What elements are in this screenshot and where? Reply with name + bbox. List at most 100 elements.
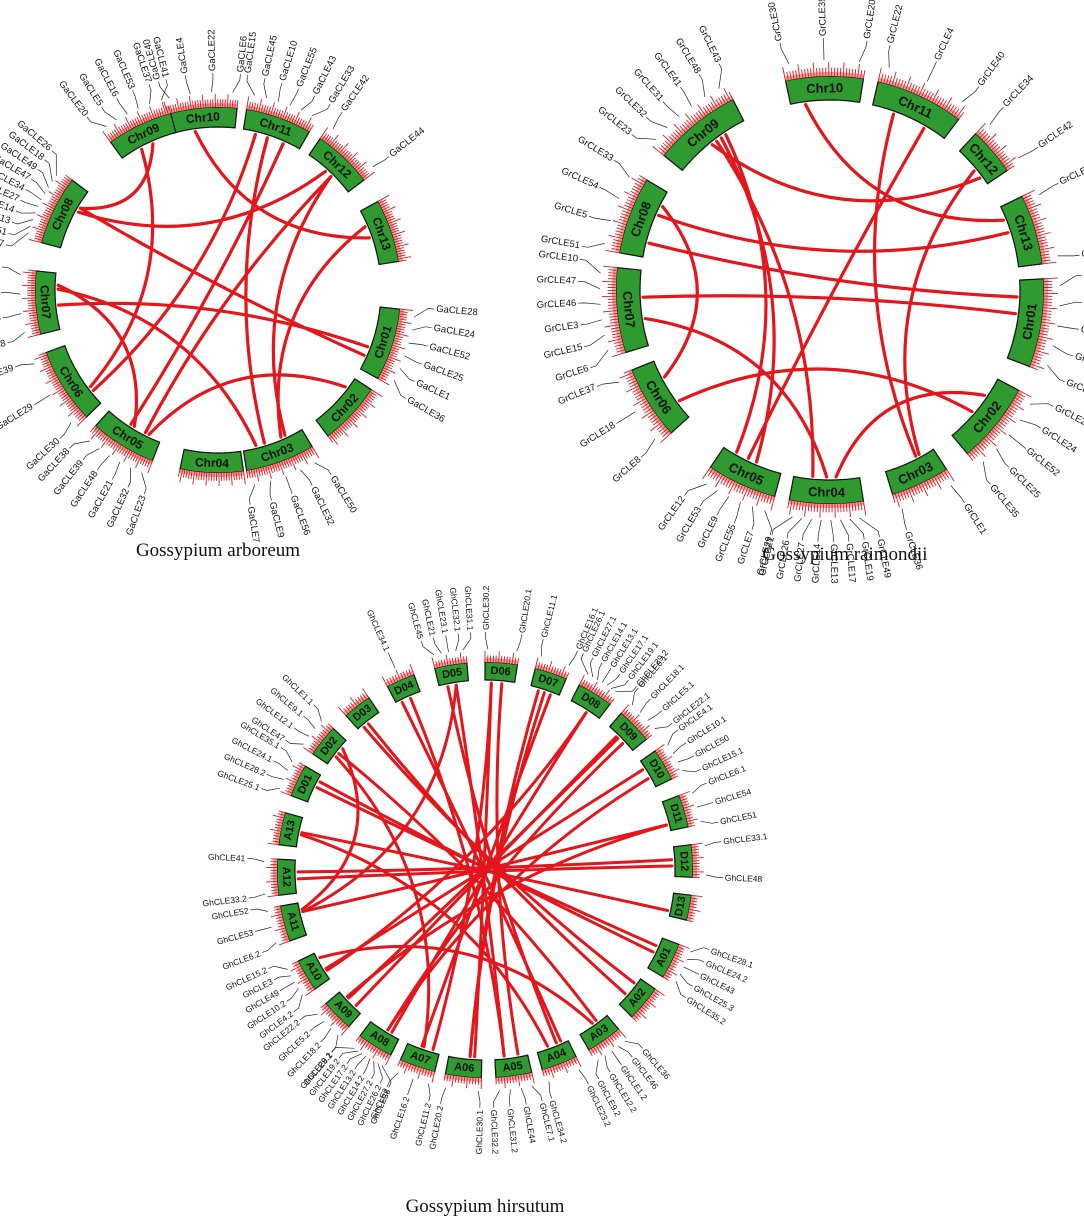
scale-tick (298, 762, 306, 767)
scale-tick (390, 225, 398, 229)
gene-leader (255, 926, 272, 932)
scale-tick (45, 368, 53, 373)
synteny-link (276, 225, 367, 439)
gene-leader (141, 472, 147, 495)
scale-tick (1040, 327, 1049, 330)
scale-tick (389, 677, 393, 684)
gene-leader (132, 90, 139, 109)
scale-tick (801, 502, 804, 511)
gene-leader (1057, 254, 1080, 257)
scale-tick (282, 106, 288, 119)
gene-leader (662, 101, 680, 117)
scale-tick (1041, 318, 1051, 321)
scale-tick (304, 982, 311, 987)
gene-leader (31, 179, 46, 195)
synteny-link (193, 130, 371, 240)
gene-label: GaCLE39 (0, 363, 15, 388)
scale-tick (512, 1076, 514, 1083)
scale-tick (265, 466, 269, 475)
gene-leader (338, 1050, 359, 1059)
scale-tick (555, 668, 559, 675)
gene-label: GrCLE6 (554, 363, 590, 384)
synteny-link (468, 689, 540, 1058)
scale-tick (293, 111, 300, 124)
scale-tick (663, 760, 671, 765)
scale-tick (953, 108, 960, 116)
scale-tick (273, 835, 280, 838)
scale-tick (258, 468, 261, 477)
scale-tick (662, 430, 670, 437)
scale-tick (119, 446, 124, 454)
gene-label: GhCLE32.2 (489, 1110, 501, 1155)
scale-tick (1029, 208, 1038, 213)
scale-tick (685, 811, 692, 814)
gene-label: GaCLE11 (0, 257, 1, 272)
scale-tick (54, 191, 62, 197)
scale-tick (631, 177, 644, 186)
scale-tick (698, 110, 704, 118)
scale-tick (949, 105, 955, 113)
scale-tick (697, 104, 707, 117)
synteny-link (409, 696, 506, 1058)
gene-leader (445, 635, 449, 653)
gene-label: GrCLE41 (651, 50, 683, 88)
scale-tick (403, 1063, 409, 1074)
gene-leader (696, 802, 714, 808)
gene-label: GrCLE31 (631, 67, 666, 104)
scale-tick (118, 126, 124, 134)
scale-tick (199, 99, 202, 108)
scale-tick (378, 376, 387, 381)
scale-tick (349, 157, 356, 164)
scale-tick (993, 427, 1001, 434)
scale-tick (996, 423, 1005, 430)
scale-tick (695, 112, 702, 120)
gene-leader (285, 475, 293, 495)
scale-tick (997, 150, 1005, 157)
scale-tick (500, 656, 503, 663)
gene-leader (8, 225, 31, 236)
gene-leader (411, 326, 432, 331)
scale-tick (614, 343, 624, 347)
scale-tick (691, 842, 703, 846)
scale-tick (391, 676, 396, 683)
scale-tick (628, 380, 637, 385)
scale-tick (792, 70, 795, 80)
scale-tick (307, 986, 314, 992)
gene-leader (771, 516, 793, 536)
scale-tick (631, 1016, 638, 1023)
scale-tick (53, 383, 62, 389)
scale-tick (883, 74, 887, 84)
scale-tick (1041, 253, 1050, 256)
scale-tick (203, 472, 205, 481)
gene-leader (578, 1069, 589, 1085)
scale-tick (602, 280, 617, 283)
scale-tick (304, 117, 312, 130)
scale-tick (667, 768, 675, 772)
scale-tick (687, 917, 695, 920)
scale-tick (591, 1048, 596, 1055)
scale-tick (337, 428, 344, 435)
scale-tick (28, 312, 37, 314)
gene-leader (44, 159, 53, 182)
scale-tick (669, 964, 677, 969)
scale-tick (158, 108, 162, 117)
scale-tick (602, 1040, 608, 1047)
synteny-link (903, 169, 976, 456)
scale-tick (665, 971, 673, 976)
scale-tick (644, 1002, 651, 1008)
gene-leader (477, 1090, 481, 1108)
gene-label: GrCLE14 (810, 543, 823, 583)
scale-tick (185, 470, 188, 479)
scale-tick (100, 436, 110, 448)
synteny-link (724, 133, 768, 454)
scale-tick (306, 123, 312, 131)
scale-tick (238, 471, 240, 480)
scale-tick (845, 503, 848, 512)
density-band (92, 426, 153, 465)
scale-tick (545, 664, 549, 672)
scale-tick (288, 782, 296, 786)
scale-tick (621, 213, 630, 217)
scale-tick (382, 1052, 386, 1059)
scale-tick (30, 324, 39, 327)
